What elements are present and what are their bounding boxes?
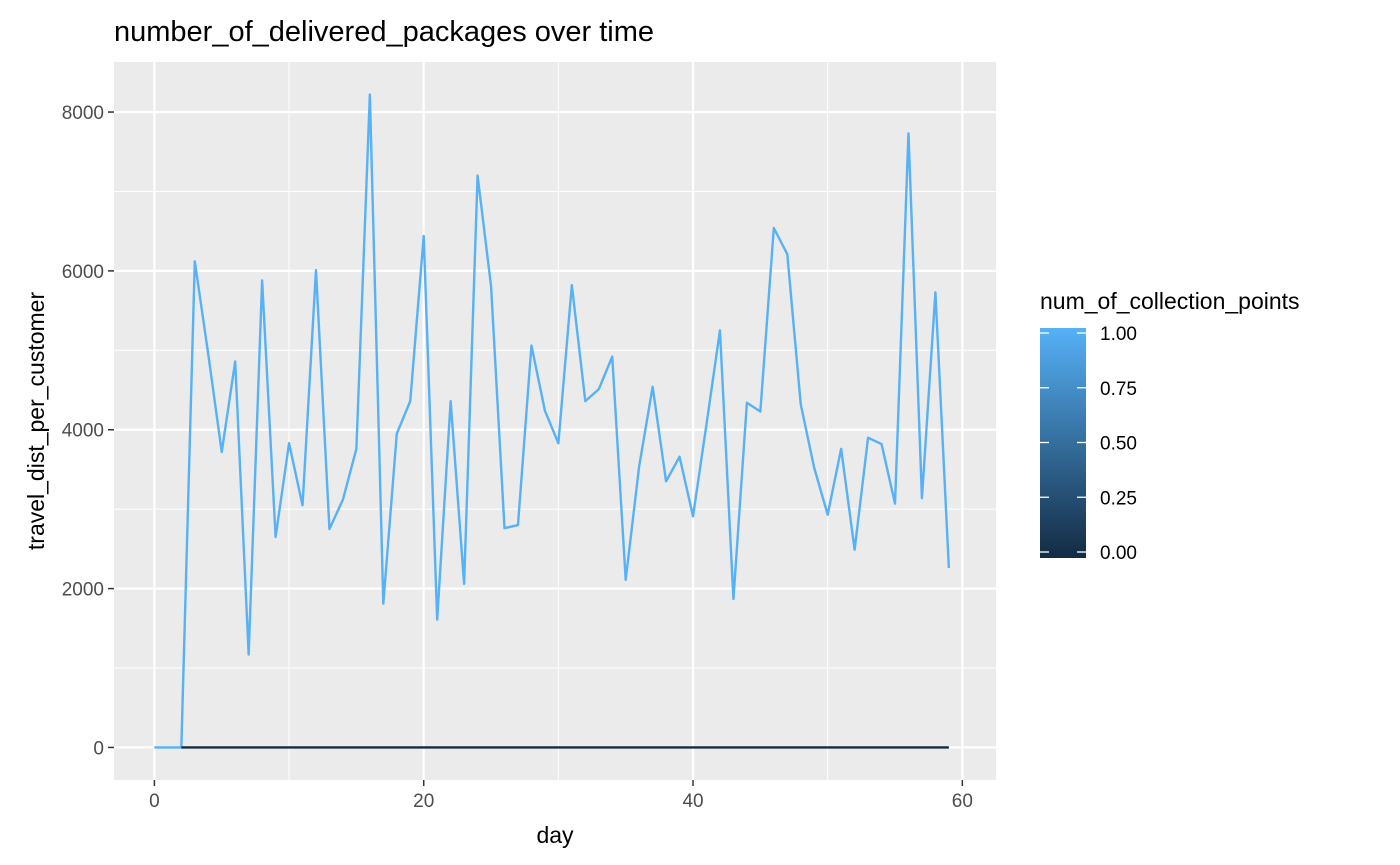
y-tick-label: 4000 — [62, 421, 104, 442]
legend-title: num_of_collection_points — [1040, 288, 1300, 314]
series-lines — [154, 93, 951, 749]
y-axis: 0 2000 4000 6000 8000 — [62, 103, 114, 759]
colorbar-tick-label: 0.25 — [1100, 488, 1137, 509]
colorbar-tick-label: 0.75 — [1100, 379, 1137, 400]
y-tick-label: 6000 — [62, 262, 104, 283]
colorbar-ticks: 0.00 0.25 0.50 0.75 1.00 — [1040, 324, 1137, 564]
x-tick-label: 20 — [413, 791, 434, 812]
colorbar-tick-label: 1.00 — [1100, 324, 1137, 345]
y-axis-title: travel_dist_per_customer — [23, 292, 49, 551]
minor-gridlines — [114, 62, 996, 780]
x-tick-label: 0 — [149, 791, 160, 812]
x-tick-label: 40 — [682, 791, 703, 812]
y-tick-label: 2000 — [62, 580, 104, 601]
plot-panel — [114, 62, 996, 780]
y-tick-label: 8000 — [62, 103, 104, 124]
chart-title: number_of_delivered_packages over time — [114, 16, 654, 48]
x-axis-title: day — [536, 822, 574, 848]
x-axis: 0 20 40 60 — [149, 780, 973, 812]
colorbar-tick-label: 0.50 — [1100, 434, 1137, 455]
color-legend: num_of_collection_points 0.00 0.25 0.50 0.7… — [1040, 288, 1300, 564]
y-tick-label: 0 — [93, 738, 104, 759]
x-tick-label: 60 — [952, 791, 973, 812]
series-line — [154, 93, 951, 749]
colorbar-tick-label: 0.00 — [1100, 543, 1137, 564]
